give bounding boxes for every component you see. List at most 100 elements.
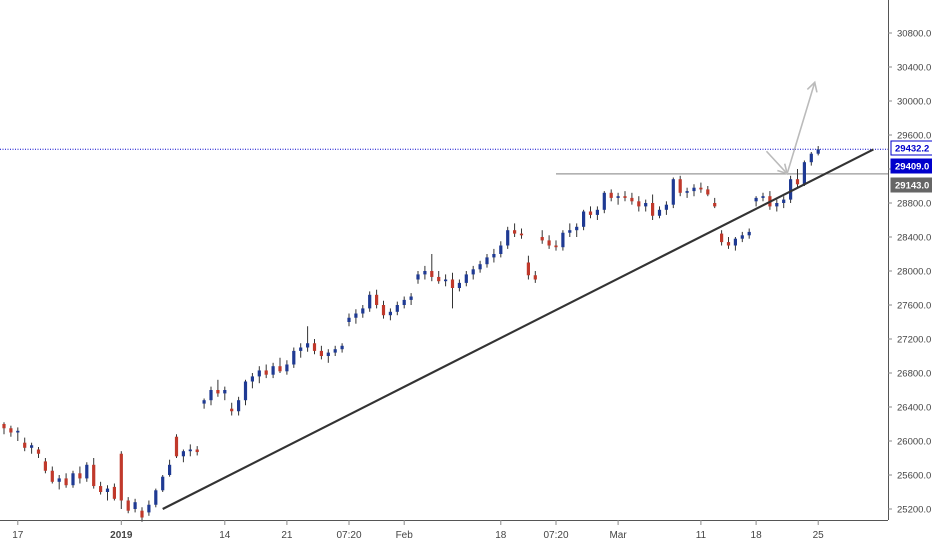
- candle: [16, 427, 20, 441]
- candle: [540, 230, 544, 244]
- price-badge-label: 29409.0: [895, 162, 929, 173]
- x-tick-label: 07:20: [543, 530, 568, 541]
- candle-body: [485, 257, 489, 265]
- candle-body: [430, 271, 434, 277]
- candle: [30, 442, 34, 454]
- candle: [506, 226, 510, 249]
- y-tick-label: 27600.0: [897, 301, 931, 312]
- candle-body: [623, 196, 627, 198]
- candle-body: [575, 226, 579, 231]
- x-tick-label: 18: [751, 530, 763, 541]
- candle: [354, 309, 358, 324]
- candle-body: [554, 245, 558, 248]
- candle-body: [161, 476, 165, 491]
- candle: [623, 191, 627, 202]
- candle-body: [809, 153, 813, 163]
- candle: [754, 196, 758, 207]
- candle: [181, 449, 185, 463]
- candle: [223, 386, 227, 401]
- candle: [57, 475, 61, 490]
- candle: [816, 146, 820, 156]
- x-tick-label: 21: [281, 530, 293, 541]
- candle: [761, 192, 765, 202]
- x-tick-label: Mar: [609, 530, 627, 541]
- price-badge: 29432.2: [890, 140, 932, 156]
- candle: [630, 192, 634, 205]
- candle: [485, 254, 489, 268]
- y-tick-label: 26000.0: [897, 437, 931, 448]
- candle-body: [181, 451, 185, 457]
- y-tick-label: 29600.0: [897, 131, 931, 142]
- candle: [575, 223, 579, 237]
- candle-body: [257, 370, 261, 377]
- price-badge-box: [890, 140, 932, 156]
- candle-body: [726, 242, 731, 246]
- axes-layer: [0, 0, 889, 521]
- candle-body: [354, 313, 358, 318]
- candle: [616, 192, 620, 205]
- candle-body: [326, 352, 330, 356]
- candle: [809, 152, 813, 166]
- candle-body: [195, 449, 199, 453]
- x-tick-label: 07:20: [336, 530, 361, 541]
- candle: [326, 349, 330, 363]
- candle: [161, 475, 165, 492]
- candle-body: [506, 230, 510, 246]
- y-tick-label: 27200.0: [897, 335, 931, 346]
- candle-body: [306, 343, 310, 348]
- candle-body: [409, 296, 413, 300]
- candle-body: [64, 478, 68, 486]
- candle: [726, 237, 731, 249]
- candle-body: [78, 473, 82, 479]
- candle-body: [416, 274, 420, 280]
- candle-body: [174, 436, 179, 457]
- candle: [492, 248, 496, 263]
- candle-body: [312, 343, 317, 351]
- candle: [664, 201, 668, 215]
- candle-body: [499, 245, 503, 254]
- candle: [457, 279, 461, 292]
- candle-body: [533, 275, 537, 280]
- candle: [554, 240, 558, 251]
- candle-body: [333, 349, 337, 353]
- support-trendline: [162, 148, 874, 510]
- y-tick-label: 25200.0: [897, 505, 931, 516]
- candle-body: [2, 424, 6, 429]
- candle-body: [795, 179, 800, 185]
- candle-body: [223, 390, 227, 394]
- candle-body: [99, 486, 103, 492]
- candle-body: [740, 235, 744, 239]
- candle-body: [9, 428, 13, 433]
- candle: [637, 196, 641, 212]
- candle-body: [464, 274, 468, 283]
- candle: [64, 473, 68, 488]
- candle-body: [126, 500, 130, 511]
- candle: [78, 466, 82, 484]
- candle-body: [381, 305, 386, 316]
- candle-body: [237, 400, 241, 412]
- candle: [105, 485, 110, 501]
- candle-body: [105, 488, 110, 492]
- candle: [437, 271, 441, 284]
- candle-body: [375, 294, 379, 305]
- candle-body: [85, 464, 89, 479]
- candle: [395, 301, 399, 316]
- candle-body: [699, 187, 703, 190]
- candle: [99, 481, 103, 495]
- candle-body: [733, 238, 737, 246]
- candles-layer: [2, 146, 820, 522]
- candle-body: [747, 231, 751, 236]
- candle-body: [651, 203, 655, 216]
- candle: [706, 186, 710, 197]
- candle-body: [657, 209, 662, 216]
- price-badge-box: [890, 158, 932, 174]
- candle: [126, 497, 130, 514]
- candle: [257, 366, 261, 384]
- candle-body: [519, 233, 524, 236]
- candle: [250, 373, 254, 389]
- candle-body: [50, 470, 54, 482]
- x-tick-label: 25: [813, 530, 825, 541]
- candle: [595, 206, 599, 220]
- candle: [568, 223, 572, 237]
- candle-body: [361, 308, 365, 314]
